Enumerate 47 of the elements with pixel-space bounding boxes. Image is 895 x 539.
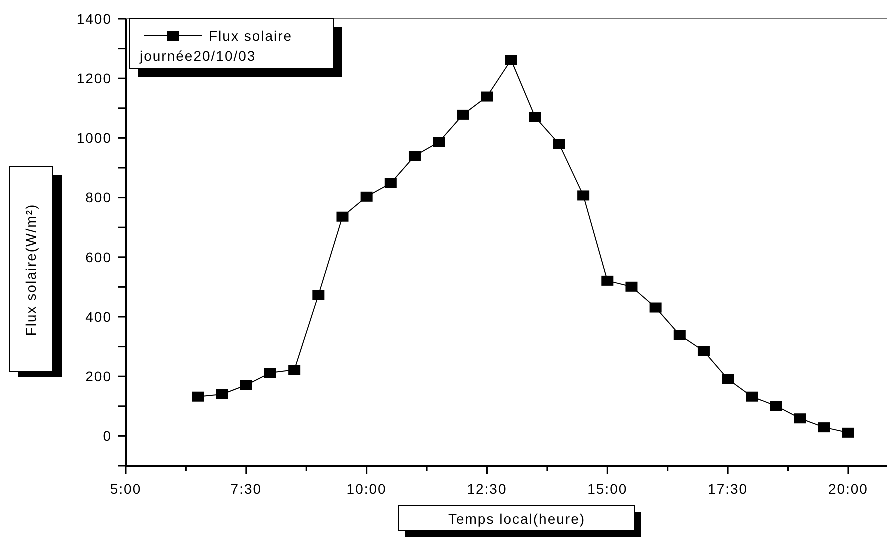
x-tick-label: 10:00 — [346, 481, 387, 497]
y-tick-label: 800 — [86, 190, 112, 206]
x-tick-label: 20:00 — [828, 481, 868, 497]
y-tick-label: 600 — [86, 249, 112, 266]
point — [312, 290, 325, 300]
y-tick-label: 200 — [86, 368, 112, 384]
point — [384, 178, 397, 188]
point — [240, 380, 252, 390]
y-tick-label: 1000 — [76, 130, 112, 146]
point — [481, 92, 494, 102]
point — [264, 368, 276, 378]
point — [602, 276, 614, 286]
point — [192, 392, 204, 402]
point — [650, 302, 662, 313]
point — [433, 137, 446, 148]
point — [336, 212, 349, 222]
y-tick-label: 1400 — [76, 10, 112, 27]
point — [842, 428, 854, 438]
point — [746, 392, 758, 402]
point — [288, 365, 301, 376]
y-tick-label: 0 — [103, 428, 112, 444]
x-axis-title: Temps local(heure) — [448, 510, 586, 527]
point — [505, 55, 518, 66]
x-tick-label: 5:00 — [110, 481, 142, 497]
point — [698, 346, 710, 356]
point — [794, 414, 806, 424]
legend-label: Flux solaire — [209, 28, 293, 44]
point — [770, 401, 782, 412]
y-axis-title: Flux solaire(W/m²) — [22, 204, 39, 336]
x-tick-label: 12:30 — [467, 481, 508, 497]
annotation: journée20/10/03 — [139, 48, 256, 64]
point — [529, 112, 542, 122]
point — [216, 389, 228, 400]
x-tick-label: 7:30 — [230, 481, 262, 497]
y-tick-label: 1200 — [76, 70, 112, 86]
point — [457, 110, 470, 120]
point — [674, 330, 686, 340]
x-tick-label: 15:00 — [588, 481, 628, 497]
y-tick-label: 400 — [86, 308, 112, 325]
point — [722, 374, 734, 384]
x-tick-label: 17:30 — [708, 481, 748, 497]
point — [360, 192, 373, 202]
point — [818, 422, 830, 433]
point — [553, 139, 566, 150]
point — [626, 282, 638, 292]
point — [578, 190, 590, 201]
point — [408, 151, 421, 162]
